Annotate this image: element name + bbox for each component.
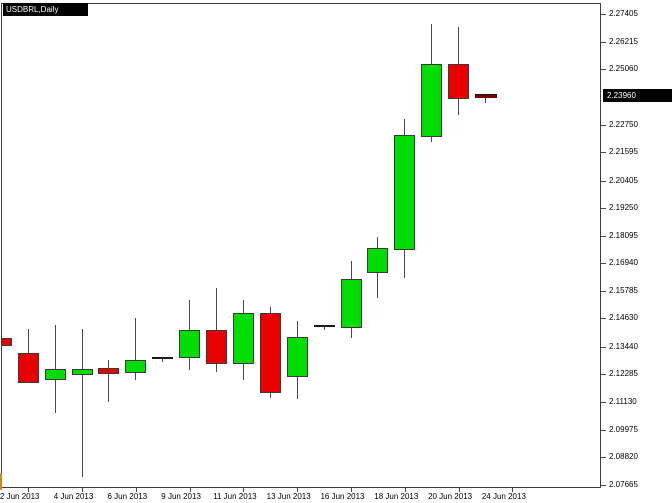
candle-up (71, 369, 93, 376)
candle-wick (108, 359, 110, 402)
price-axis[interactable]: 2.23960 2.27405 2.26215 2.25060 2.22750 2.21… (601, 0, 672, 503)
price-axis-tick (601, 124, 606, 126)
price-axis-label: 2.25060 (609, 64, 638, 74)
candle-down (206, 329, 227, 365)
candle-up (286, 337, 308, 378)
date-axis-label: 9 Jun 2013 (161, 492, 201, 501)
price-axis-label: 2.19250 (609, 203, 638, 213)
price-axis-label: 2.09975 (609, 424, 638, 434)
candle-down (259, 313, 281, 394)
time-axis-tick (512, 488, 514, 492)
candle-wick (81, 329, 83, 477)
candle-flat (313, 325, 335, 328)
time-axis-tick (189, 488, 191, 492)
time-axis-tick (28, 488, 30, 492)
candle-flat (152, 356, 174, 359)
date-axis-label: 20 Jun 2013 (428, 492, 473, 501)
axis-corner-mark (0, 473, 2, 490)
candle-down (2, 338, 12, 346)
date-axis-label: 24 Jun 2013 (481, 492, 526, 501)
candles-layer (2, 4, 600, 487)
current-price-label: 2.23960 (603, 89, 672, 103)
time-axis-tick (351, 488, 352, 492)
price-axis-label: 2.15785 (609, 285, 638, 295)
price-axis-label: 2.26215 (609, 36, 638, 46)
candle-up (394, 135, 416, 250)
candle-up (340, 279, 362, 328)
date-axis-label: 6 Jun 2013 (107, 492, 148, 501)
date-axis-label: 11 Jun 2013 (213, 492, 257, 501)
price-axis-tick (601, 13, 606, 15)
date-axis-label: 16 Jun 2013 (320, 492, 365, 501)
time-axis-tick (297, 488, 299, 492)
candle-wick (323, 326, 325, 330)
candle-wick (162, 357, 164, 362)
date-axis-label: 18 Jun 2013 (374, 492, 419, 501)
price-axis-label: 2.13440 (609, 341, 638, 351)
price-axis-label: 2.12285 (609, 369, 638, 379)
time-axis-tick (135, 488, 137, 492)
price-axis-tick (601, 374, 606, 376)
price-axis-tick (601, 152, 606, 154)
price-axis-tick (601, 484, 606, 486)
candle-down (98, 368, 120, 375)
price-axis-label: 2.08820 (609, 452, 638, 462)
price-axis-label: 2.21595 (609, 147, 638, 157)
chart-symbol-title: USDBRL,Daily (3, 3, 88, 16)
price-axis-label: 2.22750 (609, 119, 638, 129)
price-axis-tick (601, 263, 606, 265)
time-axis[interactable]: 2 Jun 2013 4 Jun 2013 6 Jun 2013 9 Jun 2013… (0, 488, 672, 503)
price-axis-tick (601, 290, 606, 292)
price-axis-label: 2.16940 (609, 258, 638, 268)
time-axis-tick (243, 488, 245, 492)
time-axis-tick (82, 488, 83, 492)
price-axis-tick (601, 346, 606, 348)
price-axis-tick (601, 235, 606, 237)
date-axis-label: 13 Jun 2013 (266, 492, 311, 501)
time-axis-tick (404, 488, 406, 492)
price-axis-label: 2.18095 (609, 230, 638, 240)
price-axis-tick (601, 318, 606, 320)
candle-wick (54, 324, 56, 414)
candle-up (367, 248, 389, 273)
price-axis-label: 2.07665 (609, 479, 638, 489)
price-axis-tick (601, 401, 606, 403)
date-axis-label: 4 Jun 2013 (53, 492, 94, 501)
price-axis-label: 2.27405 (609, 8, 638, 18)
price-axis-label: 2.11130 (609, 396, 637, 406)
date-axis-label: 2 Jun 2013 (0, 492, 40, 501)
candle-wick (485, 95, 486, 104)
price-axis-label: 2.14630 (609, 313, 638, 323)
price-axis-tick (601, 180, 606, 182)
price-axis-label: 2.20405 (609, 175, 638, 185)
price-axis-tick (601, 41, 606, 43)
candle-up (232, 313, 254, 365)
candle-up (421, 63, 443, 137)
candle-up (44, 369, 66, 381)
candle-wick (135, 318, 137, 380)
candle-flat (474, 93, 497, 98)
candle-up (179, 329, 201, 359)
candle-up (125, 359, 147, 374)
candle-down (448, 64, 470, 100)
time-axis-tick (458, 488, 460, 492)
price-axis-tick (601, 208, 606, 210)
price-axis-tick (601, 457, 606, 459)
price-axis-tick (601, 69, 606, 71)
price-axis-tick (601, 429, 606, 431)
candle-down (17, 353, 39, 384)
